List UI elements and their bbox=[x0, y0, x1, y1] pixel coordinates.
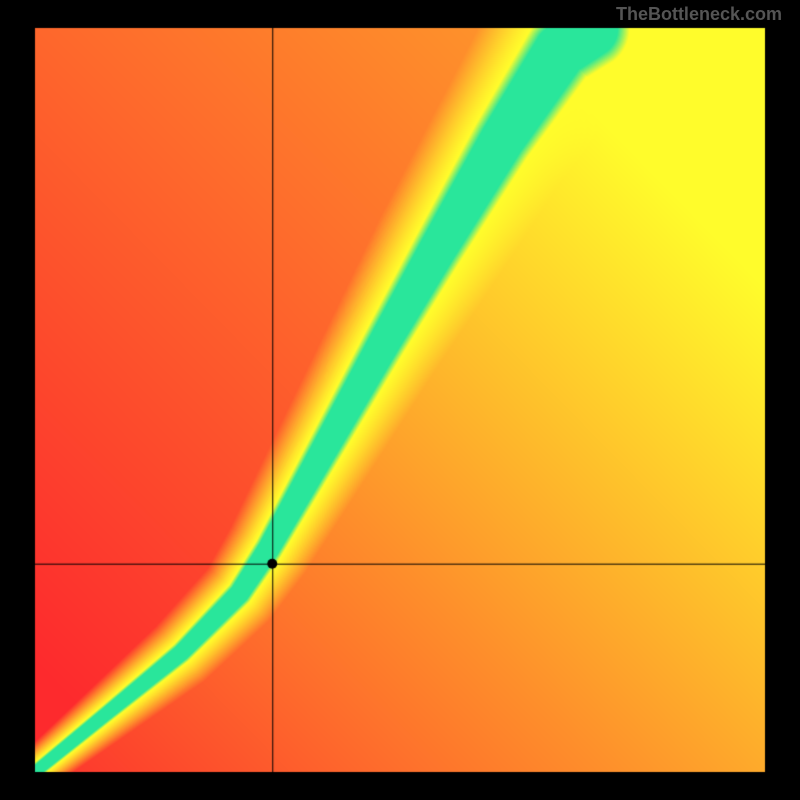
attribution-text: TheBottleneck.com bbox=[616, 4, 782, 25]
chart-container: TheBottleneck.com bbox=[0, 0, 800, 800]
heatmap-canvas bbox=[0, 0, 800, 800]
